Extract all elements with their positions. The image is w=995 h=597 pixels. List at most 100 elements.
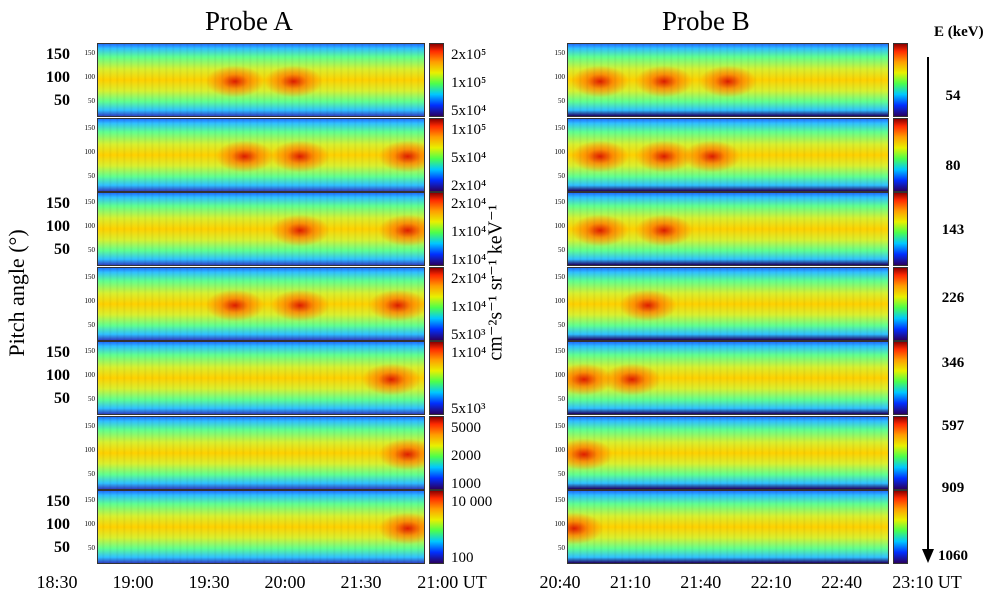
probe-a-small-tick: 100 — [84, 222, 96, 230]
probe-b-small-tick: 150 — [554, 198, 566, 206]
probe-b-small-tick: 50 — [558, 171, 565, 180]
colorbar-tick-label: 5000 — [451, 419, 481, 436]
probe-b-small-tick: 100 — [554, 73, 566, 81]
pitch-angle-tick: 50 — [54, 241, 70, 258]
probe-b-stripe-texture — [568, 44, 888, 116]
colorbar-tick-label: 5x10³ — [451, 326, 486, 343]
probe-a-stripe-texture — [98, 193, 424, 265]
x-tick-label: 21:30 — [340, 572, 382, 592]
probe-a-colorbar-2 — [429, 192, 444, 266]
probe-b-colorbar-1 — [893, 117, 908, 192]
colorbar-tick-label: 1x10⁴ — [451, 345, 487, 361]
probe-b-small-tick: 100 — [554, 520, 566, 528]
x-tick-label: 21:10 — [609, 572, 651, 592]
probe-a-stripe-texture — [98, 491, 424, 563]
probe-b-stripe-texture — [568, 193, 888, 265]
probe-b-colorbar-2 — [893, 192, 908, 266]
probe-a-small-tick: 150 — [84, 496, 96, 504]
x-tick-label: 21:00 UT — [417, 572, 487, 592]
pitch-angle-tick: 150 — [46, 46, 70, 63]
probe-b-small-tick: 50 — [558, 395, 565, 403]
pitch-angle-tick: 150 — [46, 493, 70, 510]
colorbar-tick-label: 5x10⁴ — [451, 103, 487, 119]
probe-a-small-tick: 50 — [88, 544, 95, 552]
pitch-angle-tick: 100 — [46, 218, 70, 235]
energy-arrow — [922, 57, 934, 563]
probe-b-small-tick: 150 — [554, 496, 566, 504]
x-tick-label: 22:40 — [821, 572, 863, 592]
probe-b-small-tick: 50 — [558, 544, 565, 552]
probe-a-small-tick: 150 — [84, 49, 96, 57]
probe-b-small-tick: 150 — [554, 421, 566, 430]
probe-a-small-tick: 50 — [88, 395, 95, 403]
probe-a-small-tick: 50 — [88, 320, 95, 329]
probe-b-panel-6 — [567, 490, 889, 564]
probe-a-small-tick: 150 — [84, 123, 96, 132]
energy-label: 80 — [945, 158, 961, 174]
probe-a-panel-2 — [97, 192, 425, 266]
probe-b-stripe-texture — [568, 416, 888, 489]
probe-b-colorbar-4 — [893, 341, 908, 415]
probe-a-panel-5 — [97, 415, 425, 490]
probe-b-stripe-texture — [568, 491, 888, 563]
probe-b-small-tick: 100 — [554, 147, 566, 156]
probe-a-panel-3 — [97, 266, 425, 341]
probe-a-small-tick: 100 — [84, 147, 96, 156]
probe-b-small-tick: 100 — [554, 222, 566, 230]
colorbar-tick-label: 1000 — [451, 475, 481, 492]
probe-a-colorbar-4 — [429, 341, 444, 415]
energy-label: 346 — [941, 355, 965, 371]
probe-b-colorbar-3 — [893, 266, 908, 341]
probe-a-small-tick: 100 — [84, 445, 96, 454]
colorbar-tick-label: 2x10⁴ — [451, 270, 487, 287]
x-tick-label: 22:10 — [750, 572, 792, 592]
probe-b-small-tick: 50 — [558, 246, 565, 254]
probe-a-small-tick: 150 — [84, 347, 96, 355]
x-tick-label: 21:40 — [680, 572, 722, 592]
energy-label: 1060 — [938, 548, 968, 564]
energy-label: 909 — [941, 480, 965, 496]
probe-b-small-tick: 50 — [558, 320, 565, 329]
colorbar-tick-label: 5x10⁴ — [451, 149, 487, 166]
probe-b-panel-5 — [567, 415, 889, 490]
colorbar-tick-label: 1x10⁴ — [451, 252, 487, 268]
probe-a-small-tick: 150 — [84, 272, 96, 281]
pitch-angle-tick: 100 — [46, 367, 70, 384]
colorbar-tick-label: 10 000 — [451, 494, 493, 510]
probe-a-small-tick: 100 — [84, 73, 96, 81]
pitch-angle-tick: 150 — [46, 195, 70, 212]
probe-b-small-tick: 150 — [554, 347, 566, 355]
probe-b-small-tick: 150 — [554, 49, 566, 57]
probe-a-colorbar-0 — [429, 43, 444, 117]
probe-b-small-tick: 150 — [554, 272, 566, 281]
probe-b-panel-2 — [567, 192, 889, 266]
probe-a-small-tick: 50 — [88, 469, 95, 478]
y-axis-label: Pitch angle (°) — [4, 229, 29, 357]
pitch-angle-tick: 150 — [46, 344, 70, 361]
colorbar-unit-label: cm⁻²s⁻¹ sr⁻¹ keV⁻¹ — [484, 204, 507, 361]
colorbar-tick-label: 5x10³ — [451, 401, 486, 417]
probe-a-stripe-texture — [98, 44, 424, 116]
pitch-angle-tick: 100 — [46, 516, 70, 533]
probe-b-small-tick: 50 — [558, 469, 565, 478]
probe-a-colorbar-3 — [429, 266, 444, 341]
probe-a-small-tick: 50 — [88, 171, 95, 180]
energy-axis-label: E (keV) — [934, 24, 984, 40]
probe-a-stripe-texture — [98, 342, 424, 414]
x-tick-label: 20:40 — [539, 572, 581, 592]
probe-b-small-tick: 100 — [554, 296, 566, 305]
probe-a-title: Probe A — [205, 6, 293, 36]
colorbar-tick-label: 1x10⁵ — [451, 75, 487, 91]
probe-a-panel-1 — [97, 117, 425, 192]
probe-a-panel-4 — [97, 341, 425, 415]
probe-b-colorbar-0 — [893, 43, 908, 117]
probe-b-title: Probe B — [662, 6, 750, 36]
probe-b-colorbar-6 — [893, 490, 908, 564]
probe-b-small-tick: 100 — [554, 371, 566, 379]
probe-b-panel-3 — [567, 266, 889, 341]
probe-a-colorbar-1 — [429, 117, 444, 192]
probe-b-stripe-texture — [568, 267, 888, 340]
probe-b-small-tick: 100 — [554, 445, 566, 454]
probe-a-small-tick: 50 — [88, 97, 95, 105]
energy-label: 226 — [941, 290, 965, 306]
